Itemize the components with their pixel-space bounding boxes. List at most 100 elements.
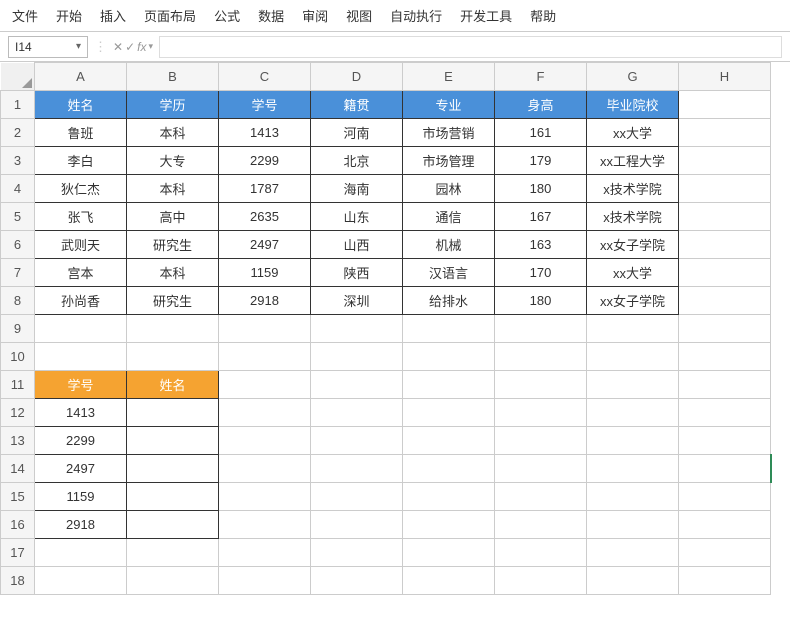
cell-B9[interactable]	[127, 315, 219, 343]
cell-A14[interactable]: 2497	[35, 455, 127, 483]
menu-home[interactable]: 开始	[56, 6, 82, 25]
cell-D15[interactable]	[311, 483, 403, 511]
cell-E5[interactable]: 通信	[403, 203, 495, 231]
cell-H16[interactable]	[679, 511, 771, 539]
cell-B11[interactable]: 姓名	[127, 371, 219, 399]
menu-help[interactable]: 帮助	[530, 6, 556, 25]
cell-C17[interactable]	[219, 539, 311, 567]
cell-H2[interactable]	[679, 119, 771, 147]
cell-G12[interactable]	[587, 399, 679, 427]
cell-E8[interactable]: 给排水	[403, 287, 495, 315]
row-head-12[interactable]: 12	[1, 399, 35, 427]
cell-H6[interactable]	[679, 231, 771, 259]
row-head-3[interactable]: 3	[1, 147, 35, 175]
cell-F15[interactable]	[495, 483, 587, 511]
cell-H12[interactable]	[679, 399, 771, 427]
cell-D2[interactable]: 河南	[311, 119, 403, 147]
cell-D13[interactable]	[311, 427, 403, 455]
cell-G1[interactable]: 毕业院校	[587, 91, 679, 119]
cell-H10[interactable]	[679, 343, 771, 371]
row-head-13[interactable]: 13	[1, 427, 35, 455]
cell-E14[interactable]	[403, 455, 495, 483]
cell-F5[interactable]: 167	[495, 203, 587, 231]
cell-H1[interactable]	[679, 91, 771, 119]
cell-A6[interactable]: 武则天	[35, 231, 127, 259]
cell-G2[interactable]: xx大学	[587, 119, 679, 147]
row-head-14[interactable]: 14	[1, 455, 35, 483]
cell-E17[interactable]	[403, 539, 495, 567]
cell-A4[interactable]: 狄仁杰	[35, 175, 127, 203]
cell-B13[interactable]	[127, 427, 219, 455]
cell-C9[interactable]	[219, 315, 311, 343]
cell-E12[interactable]	[403, 399, 495, 427]
spreadsheet[interactable]: ABCDEFGH1姓名学历学号籍贯专业身高毕业院校2鲁班本科1413河南市场营销…	[0, 62, 790, 595]
cell-C1[interactable]: 学号	[219, 91, 311, 119]
cell-C11[interactable]	[219, 371, 311, 399]
cell-H17[interactable]	[679, 539, 771, 567]
cell-C3[interactable]: 2299	[219, 147, 311, 175]
cell-B5[interactable]: 高中	[127, 203, 219, 231]
cell-B2[interactable]: 本科	[127, 119, 219, 147]
cell-D14[interactable]	[311, 455, 403, 483]
cell-D18[interactable]	[311, 567, 403, 595]
cell-B6[interactable]: 研究生	[127, 231, 219, 259]
cell-G5[interactable]: x技术学院	[587, 203, 679, 231]
col-head-C[interactable]: C	[219, 63, 311, 91]
row-head-4[interactable]: 4	[1, 175, 35, 203]
chevron-down-icon[interactable]: ▾	[76, 41, 81, 52]
menu-formula[interactable]: 公式	[214, 6, 240, 25]
cell-G15[interactable]	[587, 483, 679, 511]
cell-F12[interactable]	[495, 399, 587, 427]
cell-H4[interactable]	[679, 175, 771, 203]
menu-insert[interactable]: 插入	[100, 6, 126, 25]
col-head-E[interactable]: E	[403, 63, 495, 91]
cell-F10[interactable]	[495, 343, 587, 371]
cell-G4[interactable]: x技术学院	[587, 175, 679, 203]
row-head-16[interactable]: 16	[1, 511, 35, 539]
cell-A8[interactable]: 孙尚香	[35, 287, 127, 315]
cell-H11[interactable]	[679, 371, 771, 399]
cell-G8[interactable]: xx女子学院	[587, 287, 679, 315]
cell-B18[interactable]	[127, 567, 219, 595]
cell-F13[interactable]	[495, 427, 587, 455]
cell-H13[interactable]	[679, 427, 771, 455]
cell-A9[interactable]	[35, 315, 127, 343]
cell-G9[interactable]	[587, 315, 679, 343]
row-head-10[interactable]: 10	[1, 343, 35, 371]
select-all-corner[interactable]	[1, 63, 35, 91]
cell-A11[interactable]: 学号	[35, 371, 127, 399]
cell-A13[interactable]: 2299	[35, 427, 127, 455]
cell-F8[interactable]: 180	[495, 287, 587, 315]
cell-D9[interactable]	[311, 315, 403, 343]
cell-D1[interactable]: 籍贯	[311, 91, 403, 119]
cell-A3[interactable]: 李白	[35, 147, 127, 175]
cell-B8[interactable]: 研究生	[127, 287, 219, 315]
cell-G16[interactable]	[587, 511, 679, 539]
cell-B1[interactable]: 学历	[127, 91, 219, 119]
cell-F16[interactable]	[495, 511, 587, 539]
cell-C8[interactable]: 2918	[219, 287, 311, 315]
cell-E15[interactable]	[403, 483, 495, 511]
confirm-icon[interactable]: ✓	[125, 40, 135, 54]
cell-E6[interactable]: 机械	[403, 231, 495, 259]
cell-G11[interactable]	[587, 371, 679, 399]
cell-H18[interactable]	[679, 567, 771, 595]
col-head-B[interactable]: B	[127, 63, 219, 91]
cell-E2[interactable]: 市场营销	[403, 119, 495, 147]
col-head-D[interactable]: D	[311, 63, 403, 91]
cell-F7[interactable]: 170	[495, 259, 587, 287]
cell-D7[interactable]: 陕西	[311, 259, 403, 287]
formula-input[interactable]	[159, 36, 782, 58]
cell-A1[interactable]: 姓名	[35, 91, 127, 119]
cell-H3[interactable]	[679, 147, 771, 175]
col-head-A[interactable]: A	[35, 63, 127, 91]
cell-H5[interactable]	[679, 203, 771, 231]
row-head-18[interactable]: 18	[1, 567, 35, 595]
cell-C12[interactable]	[219, 399, 311, 427]
cell-F1[interactable]: 身高	[495, 91, 587, 119]
cell-H7[interactable]	[679, 259, 771, 287]
cell-B15[interactable]	[127, 483, 219, 511]
cell-D5[interactable]: 山东	[311, 203, 403, 231]
cell-H14[interactable]	[679, 455, 771, 483]
cell-D8[interactable]: 深圳	[311, 287, 403, 315]
